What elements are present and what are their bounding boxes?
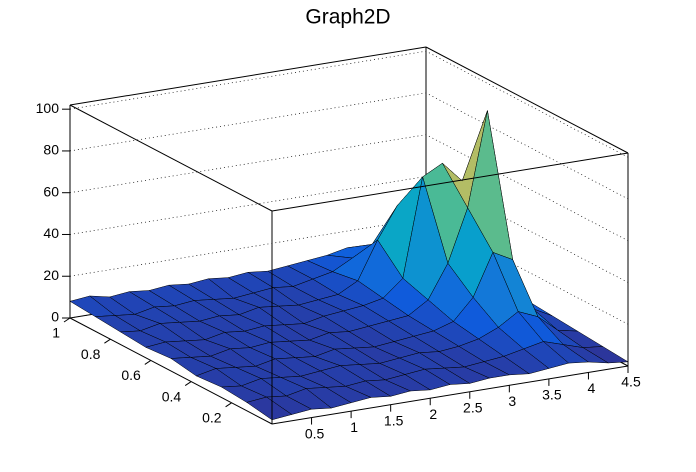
- box-edge: [69, 317, 273, 425]
- x-tick-label: 3.5: [542, 387, 562, 403]
- x-tick-label: 4: [588, 380, 596, 396]
- box-edge: [425, 46, 629, 154]
- y-tick-label: 0.6: [121, 367, 141, 383]
- y-tick: [104, 338, 111, 344]
- surface-cell: [246, 396, 293, 421]
- y-tick: [63, 317, 71, 323]
- box-edge: [271, 365, 629, 425]
- grid-line: [69, 50, 629, 158]
- y-tick-label: 0.8: [81, 346, 101, 362]
- box-edge: [69, 104, 273, 212]
- box-edge: [271, 152, 629, 212]
- z-tick-label: 80: [43, 142, 59, 158]
- y-tick: [225, 402, 232, 408]
- z-tick-label: 100: [36, 100, 60, 116]
- y-tick-label: 0.4: [162, 388, 182, 404]
- x-tick-label: 2: [429, 406, 437, 422]
- x-tick-label: 4.5: [621, 374, 641, 390]
- x-tick-label: 1: [350, 419, 358, 435]
- y-tick-label: 0.2: [202, 410, 222, 426]
- y-tick: [144, 359, 152, 365]
- box-edge: [69, 46, 427, 106]
- x-tick-label: 1.5: [384, 412, 404, 428]
- x-tick-label: 2.5: [463, 399, 483, 415]
- x-tick-label: 0.5: [305, 425, 325, 441]
- z-tick-label: 20: [43, 267, 59, 283]
- z-tick-label: 40: [43, 225, 59, 241]
- chart-title: Graph2D: [305, 6, 390, 29]
- grid-line: [69, 134, 629, 242]
- x-tick-label: 3: [508, 393, 516, 409]
- z-tick-label: 0: [51, 309, 59, 325]
- z-tick-label: 60: [43, 183, 59, 199]
- y-tick-label: 1: [52, 325, 60, 341]
- y-tick: [184, 381, 192, 387]
